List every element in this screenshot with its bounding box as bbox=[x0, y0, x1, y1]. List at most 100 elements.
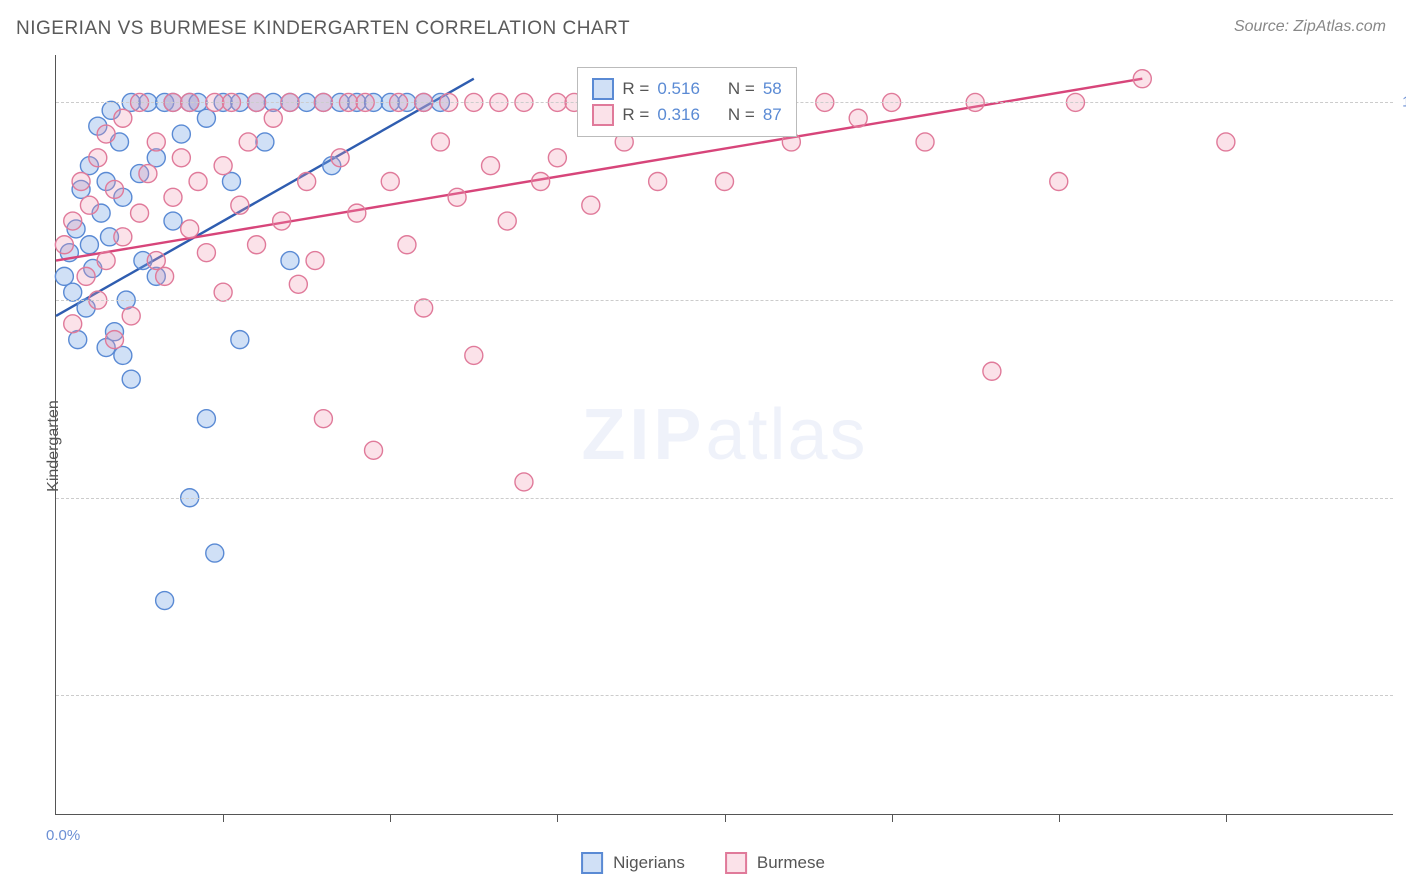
data-point bbox=[147, 133, 165, 151]
legend-swatch bbox=[592, 78, 614, 100]
data-point bbox=[164, 212, 182, 230]
data-point bbox=[1133, 70, 1151, 88]
grid-line bbox=[56, 695, 1393, 696]
data-point bbox=[239, 133, 257, 151]
data-point bbox=[122, 307, 140, 325]
legend-swatch bbox=[725, 852, 747, 874]
legend-item: Nigerians bbox=[581, 852, 685, 874]
n-value: 58 bbox=[763, 79, 782, 99]
data-point bbox=[398, 236, 416, 254]
x-tick bbox=[892, 814, 893, 822]
data-point bbox=[131, 204, 149, 222]
data-point bbox=[80, 196, 98, 214]
data-point bbox=[532, 173, 550, 191]
data-point bbox=[114, 109, 132, 127]
r-value: 0.316 bbox=[657, 105, 700, 125]
data-point bbox=[264, 109, 282, 127]
chart-title: NIGERIAN VS BURMESE KINDERGARTEN CORRELA… bbox=[16, 18, 630, 40]
data-point bbox=[72, 173, 90, 191]
data-point bbox=[314, 410, 332, 428]
data-point bbox=[156, 267, 174, 285]
x-tick bbox=[557, 814, 558, 822]
data-point bbox=[716, 173, 734, 191]
x-axis-min-label: 0.0% bbox=[46, 827, 80, 844]
data-point bbox=[381, 173, 399, 191]
n-value: 87 bbox=[763, 105, 782, 125]
legend-label: Burmese bbox=[757, 853, 825, 873]
data-point bbox=[197, 410, 215, 428]
stats-legend: R = 0.516N = 58R = 0.316N = 87 bbox=[577, 67, 796, 137]
legend-item: Burmese bbox=[725, 852, 825, 874]
data-point bbox=[172, 149, 190, 167]
n-label: N = bbox=[728, 79, 755, 99]
data-point bbox=[197, 109, 215, 127]
stats-legend-row: R = 0.316 N = 87 bbox=[592, 102, 781, 128]
data-point bbox=[482, 157, 500, 175]
data-point bbox=[498, 212, 516, 230]
bottom-legend: Nigerians Burmese bbox=[581, 852, 825, 874]
data-point bbox=[64, 315, 82, 333]
data-point bbox=[273, 212, 291, 230]
r-label: R = bbox=[622, 105, 649, 125]
data-point bbox=[222, 173, 240, 191]
data-point bbox=[122, 370, 140, 388]
data-point bbox=[415, 299, 433, 317]
data-point bbox=[916, 133, 934, 151]
data-point bbox=[105, 180, 123, 198]
data-point bbox=[181, 220, 199, 238]
data-point bbox=[983, 362, 1001, 380]
data-point bbox=[114, 346, 132, 364]
data-point bbox=[189, 173, 207, 191]
data-point bbox=[77, 267, 95, 285]
data-point bbox=[64, 212, 82, 230]
data-point bbox=[139, 165, 157, 183]
data-point bbox=[64, 283, 82, 301]
n-label: N = bbox=[728, 105, 755, 125]
data-point bbox=[214, 157, 232, 175]
data-point bbox=[348, 204, 366, 222]
data-point bbox=[365, 441, 383, 459]
data-point bbox=[55, 267, 73, 285]
data-point bbox=[172, 125, 190, 143]
data-point bbox=[431, 133, 449, 151]
plot-area: ZIPatlas 0.0% 80.0% 92.5%95.0%97.5%100.0… bbox=[55, 55, 1393, 815]
data-point bbox=[448, 188, 466, 206]
scatter-svg bbox=[56, 55, 1393, 814]
data-point bbox=[80, 236, 98, 254]
y-tick-label: 100.0% bbox=[1402, 94, 1406, 111]
x-tick bbox=[223, 814, 224, 822]
data-point bbox=[197, 244, 215, 262]
data-point bbox=[105, 331, 123, 349]
data-point bbox=[231, 196, 249, 214]
data-point bbox=[206, 544, 224, 562]
data-point bbox=[515, 473, 533, 491]
legend-swatch bbox=[592, 104, 614, 126]
data-point bbox=[331, 149, 349, 167]
data-point bbox=[156, 592, 174, 610]
data-point bbox=[582, 196, 600, 214]
stats-legend-row: R = 0.516N = 58 bbox=[592, 76, 781, 102]
data-point bbox=[97, 252, 115, 270]
x-tick bbox=[1059, 814, 1060, 822]
grid-line bbox=[56, 300, 1393, 301]
legend-label: Nigerians bbox=[613, 853, 685, 873]
x-tick bbox=[390, 814, 391, 822]
data-point bbox=[55, 236, 73, 254]
data-point bbox=[1217, 133, 1235, 151]
data-point bbox=[248, 236, 266, 254]
data-point bbox=[231, 331, 249, 349]
source-label: Source: ZipAtlas.com bbox=[1234, 18, 1386, 36]
data-point bbox=[114, 228, 132, 246]
legend-swatch bbox=[581, 852, 603, 874]
r-label: R = bbox=[622, 79, 649, 99]
data-point bbox=[849, 109, 867, 127]
data-point bbox=[1050, 173, 1068, 191]
data-point bbox=[97, 125, 115, 143]
data-point bbox=[548, 149, 566, 167]
data-point bbox=[147, 252, 165, 270]
data-point bbox=[298, 173, 316, 191]
data-point bbox=[89, 149, 107, 167]
x-tick bbox=[725, 814, 726, 822]
data-point bbox=[306, 252, 324, 270]
x-tick bbox=[1226, 814, 1227, 822]
